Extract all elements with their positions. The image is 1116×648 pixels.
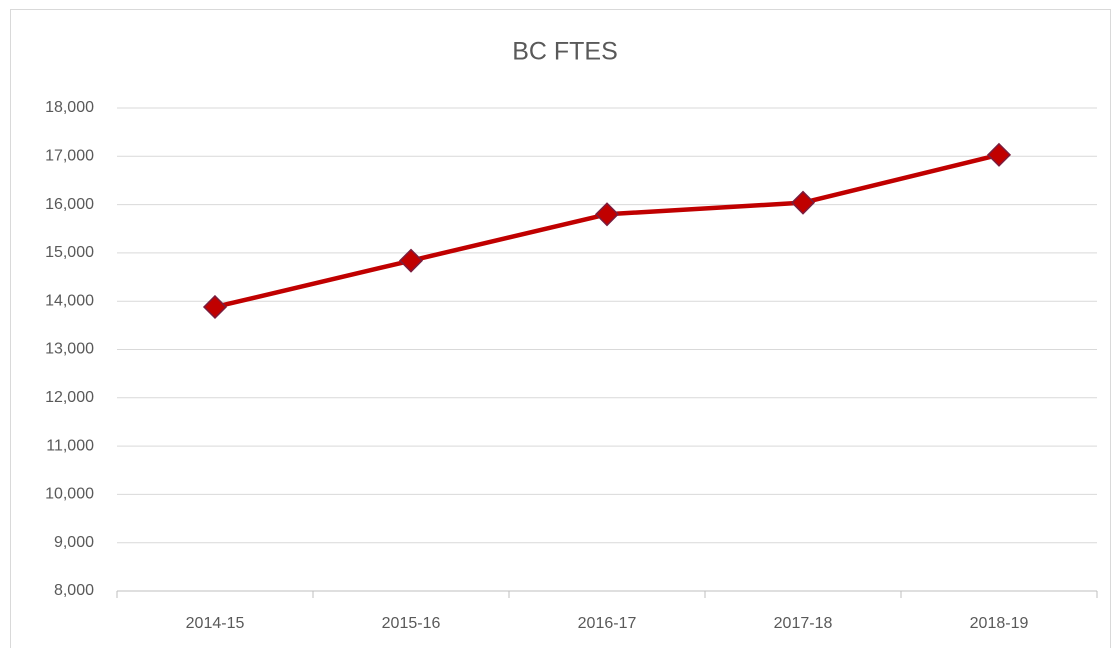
y-tick-label: 18,000 bbox=[45, 99, 94, 116]
data-point bbox=[986, 142, 1012, 167]
y-tick-label: 11,000 bbox=[46, 437, 94, 454]
data-point bbox=[202, 294, 228, 320]
y-tick-label: 16,000 bbox=[45, 196, 94, 213]
x-tick-label: 2016-17 bbox=[578, 615, 637, 632]
y-tick-label: 14,000 bbox=[45, 292, 94, 309]
y-tick-label: 10,000 bbox=[45, 486, 94, 503]
x-tick-label: 2015-16 bbox=[382, 615, 441, 632]
y-tick-label: 13,000 bbox=[45, 341, 94, 358]
y-tick-label: 9,000 bbox=[54, 534, 94, 551]
x-tick-label: 2017-18 bbox=[774, 615, 833, 632]
y-tick-label: 15,000 bbox=[45, 244, 94, 261]
data-point bbox=[594, 202, 620, 227]
x-tick-label: 2014-15 bbox=[186, 615, 245, 632]
y-tick-label: 17,000 bbox=[45, 148, 94, 165]
data-point bbox=[790, 190, 816, 215]
x-tick-label: 2018-19 bbox=[970, 615, 1029, 632]
data-point bbox=[398, 248, 424, 273]
chart-title: BC FTES bbox=[512, 38, 618, 66]
y-tick-label: 12,000 bbox=[45, 389, 94, 406]
y-tick-label: 8,000 bbox=[54, 582, 94, 599]
chart-border bbox=[10, 9, 1111, 648]
